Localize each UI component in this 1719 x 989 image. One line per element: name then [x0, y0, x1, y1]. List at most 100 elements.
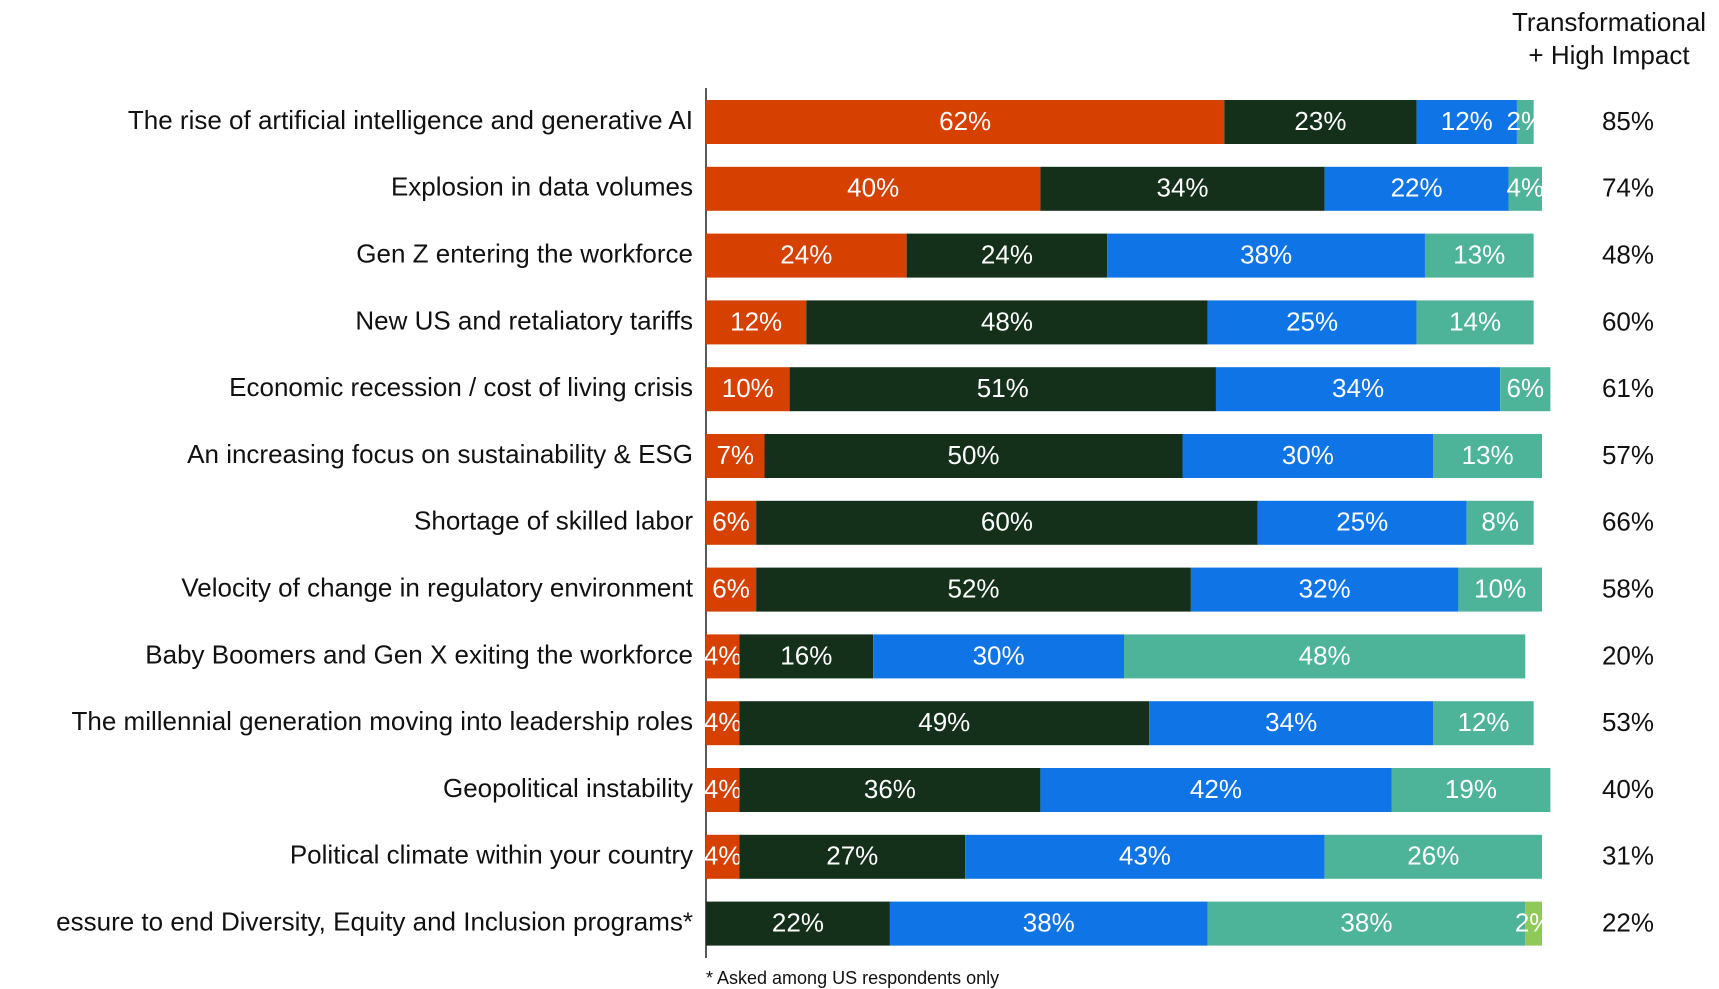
bar-segment	[1525, 901, 1542, 946]
segment-label: 52%	[947, 573, 999, 603]
segment-label: 48%	[1299, 640, 1351, 670]
total-label: 22%	[1602, 907, 1654, 937]
segment-label: 6%	[712, 573, 750, 603]
total-label: 31%	[1602, 841, 1654, 871]
segment-label: 34%	[1156, 173, 1208, 203]
segment-label: 19%	[1445, 774, 1497, 804]
bar-segment	[1257, 500, 1467, 545]
segment-label: 30%	[1282, 440, 1334, 470]
category-label: Political climate within your country	[290, 840, 693, 870]
segment-label: 25%	[1336, 507, 1388, 537]
segment-label: 43%	[1119, 841, 1171, 871]
bar-segment	[706, 233, 907, 278]
total-label: 53%	[1602, 707, 1654, 737]
bar-segment	[889, 901, 1208, 946]
bar-segment	[706, 834, 740, 879]
bar-segment	[1224, 100, 1417, 144]
segment-label: 23%	[1294, 106, 1346, 136]
segment-label: 25%	[1286, 306, 1338, 336]
category-label: Velocity of change in regulatory environ…	[181, 572, 693, 602]
bar-segment	[1215, 367, 1501, 412]
bar-segment	[1182, 434, 1434, 478]
bar-segment	[706, 434, 765, 478]
bar-segment	[1433, 701, 1534, 746]
footnote: * Asked among US respondents only	[706, 968, 999, 988]
segment-label: 51%	[977, 373, 1029, 403]
bar-segment	[764, 434, 1183, 478]
segment-label: 8%	[1481, 507, 1519, 537]
segment-label: 4%	[704, 774, 742, 804]
segment-label: 13%	[1453, 239, 1505, 269]
segment-label: 2%	[1506, 106, 1544, 136]
total-header: Transformational	[1512, 7, 1706, 37]
bar-segment	[706, 500, 757, 545]
bar-segment	[706, 768, 740, 812]
segment-label: 38%	[1023, 907, 1075, 937]
segment-label: 34%	[1265, 707, 1317, 737]
segment-label: 50%	[947, 440, 999, 470]
total-header: + High Impact	[1528, 40, 1690, 70]
bar-segment	[1500, 367, 1551, 412]
total-label: 48%	[1602, 239, 1654, 269]
bar-segment	[739, 834, 966, 879]
bar-segment	[1107, 233, 1425, 278]
segment-label: 16%	[780, 640, 832, 670]
bar-segment	[739, 701, 1150, 746]
category-label: Gen Z entering the workforce	[356, 238, 693, 268]
segment-label: 10%	[722, 373, 774, 403]
category-label: An increasing focus on sustainability & …	[187, 439, 693, 469]
segment-label: 14%	[1449, 306, 1501, 336]
segment-label: 26%	[1407, 841, 1459, 871]
bar-segment	[1458, 567, 1542, 612]
segment-label: 12%	[1441, 106, 1493, 136]
total-label: 40%	[1602, 774, 1654, 804]
segment-label: 38%	[1340, 907, 1392, 937]
category-label: The millennial generation moving into le…	[72, 706, 693, 736]
bar-segment	[1433, 434, 1542, 478]
bar-segment	[706, 701, 740, 746]
bar-segment	[1391, 768, 1551, 812]
category-label: Baby Boomers and Gen X exiting the workf…	[145, 639, 693, 669]
bar-segment	[1508, 166, 1542, 211]
segment-label: 12%	[730, 306, 782, 336]
segment-label: 7%	[716, 440, 754, 470]
bar-segment	[906, 233, 1108, 278]
segment-label: 48%	[981, 306, 1033, 336]
bar-segment	[1207, 300, 1417, 345]
bar-segment	[706, 367, 790, 412]
total-label: 85%	[1602, 106, 1654, 136]
category-label: Shortage of skilled labor	[414, 506, 693, 536]
total-label: 74%	[1602, 173, 1654, 203]
total-label: 20%	[1602, 640, 1654, 670]
bar-segment	[706, 634, 740, 679]
segment-label: 4%	[704, 640, 742, 670]
bar-segment	[1424, 233, 1534, 278]
segment-label: 60%	[981, 507, 1033, 537]
bar-segment	[706, 166, 1041, 211]
category-label: essure to end Diversity, Equity and Incl…	[56, 906, 693, 936]
segment-label: 24%	[981, 239, 1033, 269]
segment-label: 42%	[1190, 774, 1242, 804]
segment-label: 62%	[939, 106, 991, 136]
category-label: New US and retaliatory tariffs	[355, 305, 693, 335]
bar-segment	[1040, 166, 1325, 211]
segment-label: 36%	[864, 774, 916, 804]
bar-segment	[756, 500, 1258, 545]
bar-segment	[1124, 634, 1526, 679]
segment-label: 6%	[1506, 373, 1544, 403]
segment-label: 2%	[1515, 907, 1553, 937]
segment-label: 4%	[704, 841, 742, 871]
segment-label: 27%	[826, 841, 878, 871]
bar-segment	[873, 634, 1124, 679]
category-label: Explosion in data volumes	[391, 172, 693, 202]
bar-segment	[1324, 834, 1542, 879]
bar-segment	[739, 634, 874, 679]
bar-segment	[1416, 300, 1534, 345]
bar-segment	[1040, 768, 1392, 812]
segment-label: 6%	[712, 507, 750, 537]
segment-label: 34%	[1332, 373, 1384, 403]
segment-label: 22%	[772, 907, 824, 937]
bar-segment	[965, 834, 1325, 879]
bar-segment	[1416, 100, 1517, 144]
